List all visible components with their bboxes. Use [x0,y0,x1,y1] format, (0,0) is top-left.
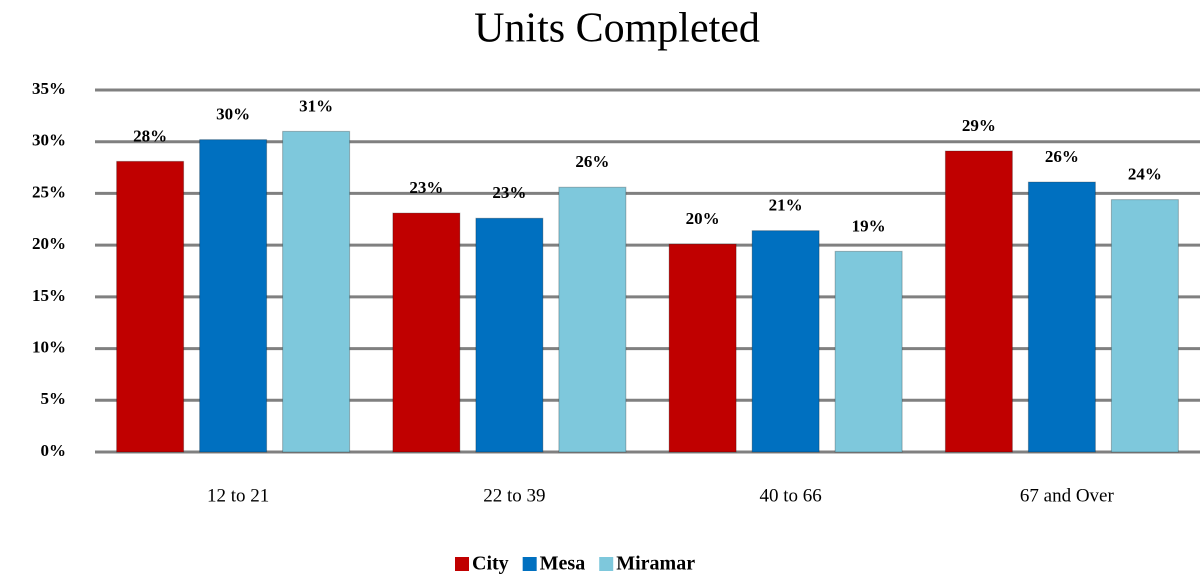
bar [751,230,820,453]
y-tick-label: 0% [41,441,67,460]
value-label: 31% [299,96,333,115]
bar [392,212,461,453]
bar [1110,199,1179,453]
x-tick-label: 22 to 39 [483,485,545,506]
chart-title: Units Completed [474,6,760,52]
value-label: 19% [852,216,886,235]
bar [116,160,185,453]
bar [1027,181,1096,453]
legend-label: City [472,553,509,575]
legend-label: Mesa [540,553,586,575]
value-label: 23% [492,183,526,202]
y-tick-label: 25% [32,182,66,201]
value-label: 30% [216,105,250,124]
bar [944,150,1013,453]
value-label: 20% [686,209,720,228]
bar [558,186,627,453]
bar [282,130,351,453]
bar [199,139,268,453]
y-tick-label: 5% [41,389,67,408]
value-label: 28% [133,126,167,145]
legend-swatch [455,557,469,571]
x-tick-label: 12 to 21 [207,485,269,506]
value-label: 21% [769,196,803,215]
y-tick-label: 30% [32,131,66,150]
bar [834,250,903,453]
bar [475,217,544,453]
value-label: 24% [1128,165,1162,184]
legend-label: Miramar [616,553,695,575]
value-label: 26% [1045,147,1079,166]
y-tick-label: 15% [32,286,66,305]
bar [668,243,737,453]
legend-swatch [599,557,614,571]
value-label: 29% [962,116,996,135]
value-label: 23% [409,178,443,197]
x-tick-label: 40 to 66 [759,485,821,506]
value-label: 26% [575,152,609,171]
x-tick-label: 67 and Over [1020,485,1115,506]
y-tick-label: 35% [32,79,66,98]
legend-swatch [522,557,537,571]
y-tick-label: 10% [32,337,66,356]
y-tick-label: 20% [32,234,66,253]
